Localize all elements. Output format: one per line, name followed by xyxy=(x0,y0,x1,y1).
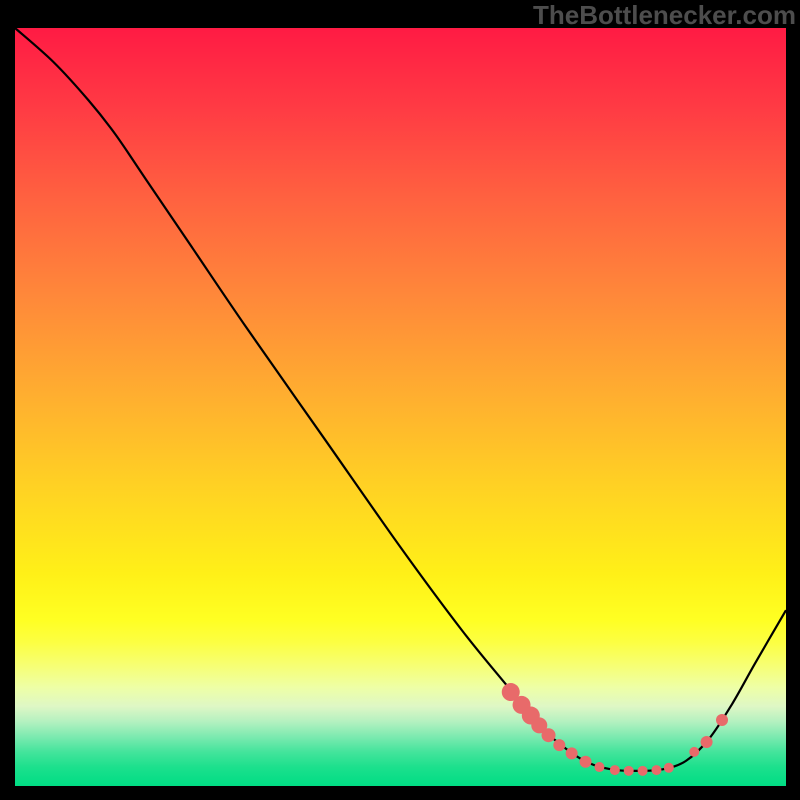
curve-layer xyxy=(15,28,786,786)
data-marker xyxy=(664,763,674,773)
plot-area xyxy=(15,28,786,786)
data-marker xyxy=(651,765,661,775)
data-marker xyxy=(689,747,699,757)
data-marker xyxy=(638,766,648,776)
data-marker xyxy=(594,762,604,772)
data-marker xyxy=(610,765,620,775)
bottleneck-curve xyxy=(15,28,786,771)
data-marker xyxy=(566,747,578,759)
attribution-text: TheBottlenecker.com xyxy=(533,0,796,31)
data-marker xyxy=(701,736,713,748)
data-marker xyxy=(542,728,556,742)
data-marker xyxy=(580,756,592,768)
data-marker xyxy=(716,714,728,726)
data-marker xyxy=(624,766,634,776)
data-marker xyxy=(553,739,565,751)
chart-container: TheBottlenecker.com xyxy=(0,0,800,800)
